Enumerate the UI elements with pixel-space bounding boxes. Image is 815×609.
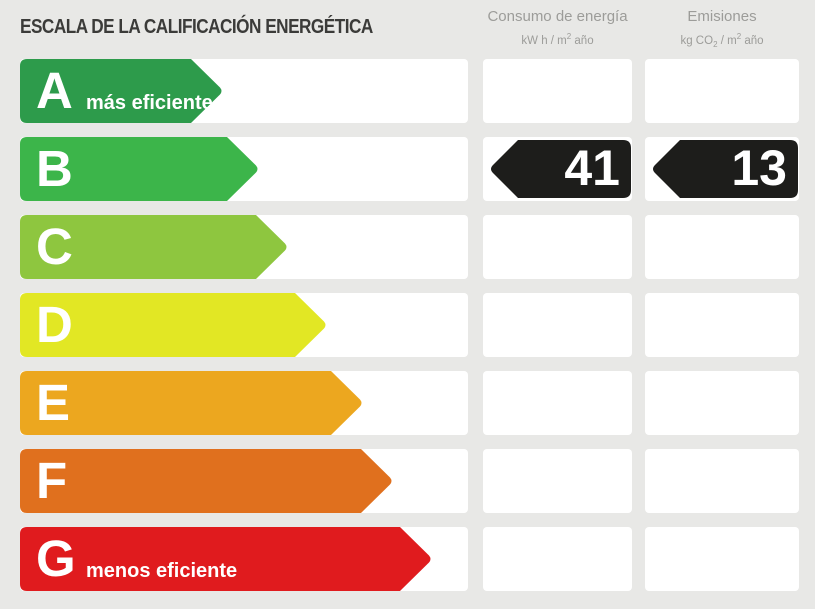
rating-letter-e: E — [36, 374, 71, 431]
rating-arrow-b — [20, 137, 258, 201]
consumo-value: 41 — [564, 140, 620, 196]
emisiones-value-arrow: 13 — [653, 140, 798, 198]
rating-letter-d: D — [36, 296, 73, 353]
rating-letter-g: G — [36, 530, 76, 587]
efficiency-label-most: más eficiente — [86, 92, 213, 114]
rating-letter-a: A — [36, 62, 73, 119]
consumo-cell — [483, 215, 632, 279]
rating-arrow-d — [20, 293, 326, 357]
rating-row-e: E — [0, 371, 815, 435]
consumo-cell — [483, 371, 632, 435]
emisiones-cell — [645, 449, 799, 513]
consumo-cell — [483, 59, 632, 123]
emisiones-cell — [645, 215, 799, 279]
rating-letter-f: F — [36, 452, 68, 509]
consumo-cell — [483, 449, 632, 513]
rating-row-d: D — [0, 293, 815, 357]
rating-letter-c: C — [36, 218, 73, 275]
consumo-cell — [483, 527, 632, 591]
rating-arrow-g — [20, 527, 431, 591]
emisiones-cell — [645, 527, 799, 591]
consumo-header-unit: kW h / m2 año — [521, 32, 594, 47]
rating-arrow-a — [20, 59, 222, 123]
emisiones-header-label: Emisiones — [687, 8, 757, 25]
emisiones-cell — [645, 59, 799, 123]
emisiones-cell — [645, 293, 799, 357]
column-header-consumo: Consumo de energía kW h / m2 año — [483, 8, 632, 47]
efficiency-label-least: menos eficiente — [86, 560, 238, 582]
emisiones-cell — [645, 371, 799, 435]
rating-row-f: F — [0, 449, 815, 513]
consumo-header-label: Consumo de energía — [487, 8, 628, 25]
rating-row-g: G menos eficiente — [0, 527, 815, 591]
rating-arrow-e — [20, 371, 362, 435]
rating-row-c: C — [0, 215, 815, 279]
consumo-cell — [483, 293, 632, 357]
rating-arrow-f — [20, 449, 392, 513]
rating-arrow-c — [20, 215, 287, 279]
emisiones-header-unit: kg CO2 / m2 año — [680, 32, 764, 50]
emisiones-value: 13 — [731, 140, 787, 196]
consumo-value-arrow: 41 — [491, 140, 631, 198]
column-header-emisiones: Emisiones kg CO2 / m2 año — [645, 8, 799, 49]
rating-letter-b: B — [36, 140, 73, 197]
rating-row-b: B 41 13 — [0, 137, 815, 201]
page-title: ESCALA DE LA CALIFICACIÓN ENERGÉTICA — [20, 16, 373, 38]
rating-row-a: A más eficiente — [0, 59, 815, 123]
